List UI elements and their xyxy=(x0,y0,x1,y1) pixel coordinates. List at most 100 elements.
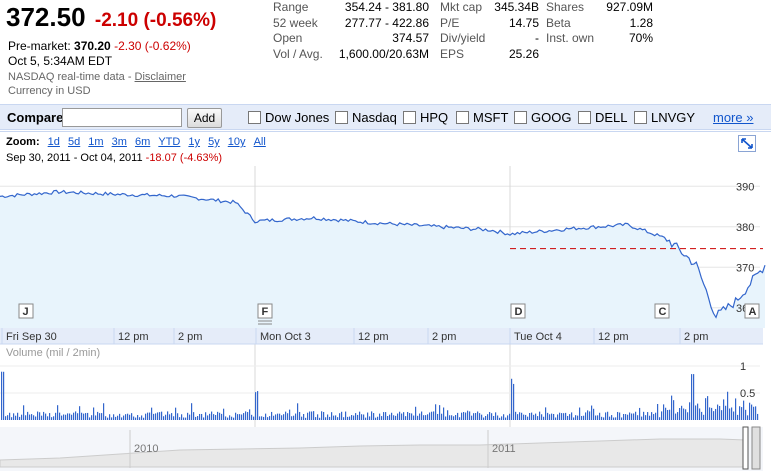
volume-bar xyxy=(109,414,111,420)
volume-bar xyxy=(427,414,429,420)
expand-icon[interactable] xyxy=(738,135,756,152)
compare-item-nasdaq[interactable]: Nasdaq xyxy=(335,110,397,126)
news-flag-box[interactable] xyxy=(744,303,760,319)
volume-bar xyxy=(373,413,375,420)
checkbox[interactable] xyxy=(634,111,647,124)
news-flag-box[interactable] xyxy=(510,303,526,319)
volume-bar xyxy=(597,415,599,420)
add-button[interactable]: Add xyxy=(187,108,222,128)
volume-bar xyxy=(257,391,259,420)
stat-value: 354.24 - 381.80 xyxy=(344,0,429,14)
volume-bar xyxy=(619,412,621,420)
volume-bar xyxy=(151,407,153,420)
volume-bar xyxy=(123,415,125,420)
zoom-10y[interactable]: 10y xyxy=(227,136,246,148)
compare-item-hpq[interactable]: HPQ xyxy=(403,110,448,126)
volume-bar xyxy=(113,414,115,420)
volume-bar xyxy=(65,414,67,420)
zoom-5y[interactable]: 5y xyxy=(208,136,220,148)
volume-bar xyxy=(187,412,189,420)
volume-bar xyxy=(517,414,519,420)
quote-time: Oct 5, 5:34AM EDT xyxy=(8,54,113,68)
volume-bar xyxy=(343,417,345,420)
volume-bar xyxy=(521,412,523,420)
x-tick-label: Mon Oct 3 xyxy=(260,331,311,343)
news-flag[interactable]: D xyxy=(510,303,526,319)
volume-bar xyxy=(491,413,493,420)
news-flag[interactable]: C xyxy=(654,303,670,319)
compare-item-dell[interactable]: DELL xyxy=(578,110,628,126)
volume-bar xyxy=(659,417,661,420)
news-flag-box[interactable] xyxy=(654,303,670,319)
zoom-1d[interactable]: 1d xyxy=(47,136,60,148)
volume-bar xyxy=(687,412,689,420)
volume-bar xyxy=(757,413,759,420)
news-flag[interactable]: J xyxy=(18,303,34,319)
compare-item-goog[interactable]: GOOG xyxy=(514,110,571,126)
checkbox[interactable] xyxy=(335,111,348,124)
checkbox[interactable] xyxy=(514,111,527,124)
volume-bar xyxy=(141,415,143,420)
checkbox[interactable] xyxy=(578,111,591,124)
compare-item-lnvgy[interactable]: LNVGY xyxy=(634,110,695,126)
zoom-1y[interactable]: 1y xyxy=(188,136,201,148)
volume-bar xyxy=(643,411,645,420)
navigator-scrollbar[interactable] xyxy=(751,426,761,470)
news-flag[interactable]: A xyxy=(744,303,760,319)
premarket-price: 370.20 xyxy=(74,39,111,53)
volume-bar xyxy=(577,415,579,420)
zoom-all[interactable]: All xyxy=(253,136,266,148)
volume-bar xyxy=(93,407,95,420)
volume-bar xyxy=(203,417,205,420)
volume-bar xyxy=(715,408,717,420)
volume-bar xyxy=(605,412,607,420)
x-tick-label: 12 pm xyxy=(598,331,629,343)
zoom-ytd[interactable]: YTD xyxy=(158,136,181,148)
volume-bar xyxy=(419,413,421,420)
volume-bar xyxy=(737,414,739,420)
volume-bar xyxy=(559,412,561,420)
zoom-5d[interactable]: 5d xyxy=(67,136,81,148)
volume-bar xyxy=(511,378,513,420)
volume-bar xyxy=(649,415,651,420)
volume-bar xyxy=(313,411,315,420)
data-source: NASDAQ real-time data - Disclaimer xyxy=(8,71,186,83)
volume-bar xyxy=(743,400,745,420)
zoom-3m[interactable]: 3m xyxy=(111,136,127,148)
volume-bar xyxy=(469,411,471,420)
volume-bar xyxy=(473,413,475,420)
volume-bar xyxy=(725,405,727,420)
navigator-handle[interactable] xyxy=(742,426,749,470)
more-link[interactable]: more » xyxy=(713,110,754,125)
volume-bar xyxy=(131,413,133,420)
zoom-1m[interactable]: 1m xyxy=(88,136,104,148)
volume-bar xyxy=(107,417,109,420)
checkbox[interactable] xyxy=(456,111,469,124)
news-flag-box[interactable] xyxy=(257,303,273,319)
volume-bar xyxy=(317,414,319,420)
volume-bar xyxy=(579,407,581,420)
zoom-6m[interactable]: 6m xyxy=(134,136,151,148)
volume-bar xyxy=(305,417,307,420)
volume-bar xyxy=(299,411,301,420)
compare-item-msft[interactable]: MSFT xyxy=(456,110,508,126)
volume-bar xyxy=(645,415,647,420)
stat-row: Beta 1.28 xyxy=(546,16,653,32)
volume-bar xyxy=(565,412,567,420)
disclaimer-link[interactable]: Disclaimer xyxy=(134,71,186,83)
stat-value: 25.26 xyxy=(508,46,539,61)
news-flag[interactable]: F xyxy=(257,303,273,325)
compare-input[interactable] xyxy=(62,108,182,127)
stat-value: - xyxy=(535,31,539,46)
checkbox[interactable] xyxy=(403,111,416,124)
volume-bar xyxy=(311,411,313,420)
volume-bar xyxy=(749,402,751,420)
volume-bar xyxy=(183,417,185,420)
volume-tick-label: 1 xyxy=(740,361,746,373)
range-change: -18.07 (-4.63%) xyxy=(145,152,223,164)
news-flag-box[interactable] xyxy=(18,303,34,319)
volume-bar xyxy=(589,411,591,420)
checkbox[interactable] xyxy=(248,111,261,124)
compare-item-dow-jones[interactable]: Dow Jones xyxy=(248,110,329,126)
